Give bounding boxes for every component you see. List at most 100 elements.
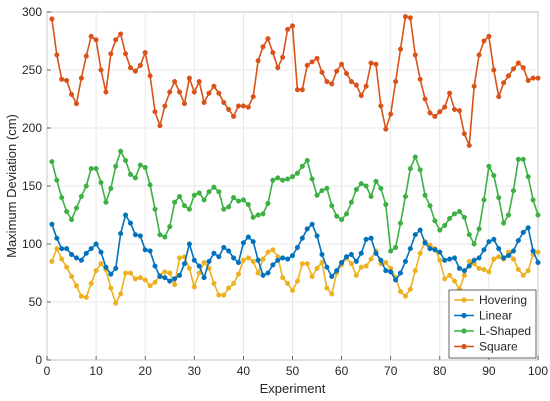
data-point-square	[407, 15, 413, 21]
data-point-linear	[162, 275, 168, 281]
legend-label: Linear	[479, 309, 512, 323]
data-point-square	[471, 83, 477, 89]
data-point-square	[447, 90, 453, 96]
data-point-square	[393, 79, 399, 85]
data-point-linear	[466, 263, 472, 269]
data-point-hovering	[348, 261, 354, 267]
data-point-linear	[235, 260, 242, 266]
data-point-linear	[339, 260, 345, 266]
data-point-square	[442, 104, 448, 110]
data-point-square	[231, 113, 237, 119]
data-point-l-shaped	[98, 179, 104, 186]
data-point-square	[69, 91, 75, 97]
legend-swatch-marker	[461, 297, 467, 303]
data-point-square	[211, 83, 217, 89]
data-point-linear	[378, 257, 384, 263]
data-point-hovering	[417, 250, 423, 256]
data-point-linear	[334, 268, 340, 274]
data-point-linear	[132, 232, 138, 238]
data-point-square	[265, 36, 271, 42]
data-point-hovering	[255, 270, 261, 276]
data-point-l-shaped	[255, 212, 261, 218]
data-point-l-shaped	[191, 192, 197, 198]
data-point-hovering	[142, 277, 148, 283]
data-point-hovering	[250, 258, 256, 264]
x-tick-label: 60	[335, 364, 349, 378]
data-point-square	[162, 103, 168, 109]
data-point-square	[402, 14, 408, 20]
data-point-linear	[196, 263, 202, 269]
data-point-l-shaped	[491, 173, 497, 179]
data-point-linear	[486, 239, 492, 245]
data-point-linear	[147, 248, 153, 254]
data-point-hovering	[304, 261, 310, 267]
data-point-l-shaped	[525, 174, 531, 180]
data-point-square	[260, 44, 266, 50]
data-point-l-shaped	[397, 220, 404, 226]
data-point-l-shaped	[49, 159, 55, 165]
data-point-square	[388, 111, 394, 117]
data-point-linear	[422, 240, 428, 246]
data-point-hovering	[231, 280, 237, 286]
data-point-l-shaped	[402, 193, 408, 199]
data-point-linear	[216, 254, 222, 260]
x-tick-label: 40	[237, 364, 251, 378]
data-point-square	[476, 52, 482, 58]
legend-item-hovering: Hovering	[454, 293, 527, 307]
y-tick-label: 300	[22, 5, 42, 19]
x-tick-label: 30	[188, 364, 202, 378]
data-point-l-shaped	[231, 195, 237, 201]
x-axis-label: Experiment	[260, 381, 326, 396]
data-point-square	[383, 126, 389, 132]
data-point-linear	[270, 262, 276, 268]
data-point-hovering	[476, 265, 482, 271]
data-point-l-shaped	[167, 224, 173, 230]
data-point-l-shaped	[515, 156, 521, 162]
data-point-square	[240, 103, 246, 109]
data-point-hovering	[270, 247, 276, 253]
data-point-linear	[98, 249, 104, 255]
data-point-hovering	[329, 291, 335, 297]
data-point-hovering	[368, 256, 374, 262]
legend-item-square: Square	[454, 340, 518, 354]
data-point-square	[54, 52, 60, 58]
data-point-linear	[127, 220, 134, 226]
data-point-linear	[348, 251, 354, 257]
data-point-hovering	[358, 264, 364, 270]
data-point-l-shaped	[299, 163, 305, 169]
data-point-square	[186, 75, 192, 81]
data-point-l-shaped	[177, 193, 183, 199]
data-point-square	[304, 62, 310, 68]
data-point-square	[226, 106, 232, 112]
data-point-linear	[152, 263, 158, 269]
data-point-l-shaped	[235, 198, 242, 204]
data-point-square	[142, 50, 148, 56]
data-point-square	[348, 79, 354, 85]
data-point-square	[397, 46, 404, 52]
data-point-square	[505, 73, 512, 79]
data-point-linear	[515, 237, 521, 244]
data-point-square	[172, 79, 178, 85]
data-point-square	[64, 77, 70, 83]
data-point-square	[191, 89, 197, 95]
data-point-linear	[397, 270, 404, 276]
data-point-hovering	[397, 289, 404, 295]
data-point-square	[343, 70, 350, 77]
data-point-linear	[476, 255, 482, 261]
data-point-linear	[510, 248, 517, 254]
data-point-square	[98, 67, 104, 73]
data-point-square	[78, 75, 84, 81]
series-linear	[49, 212, 541, 284]
data-point-hovering	[162, 269, 168, 275]
data-point-hovering	[127, 270, 134, 276]
data-point-hovering	[525, 268, 531, 274]
data-point-linear	[530, 248, 536, 254]
data-point-l-shaped	[393, 244, 399, 251]
x-tick-label: 90	[482, 364, 496, 378]
data-point-hovering	[118, 291, 124, 297]
data-point-square	[250, 94, 256, 100]
data-point-l-shaped	[407, 166, 413, 172]
data-point-square	[412, 52, 418, 58]
data-point-square	[451, 106, 458, 112]
data-point-hovering	[510, 256, 517, 262]
